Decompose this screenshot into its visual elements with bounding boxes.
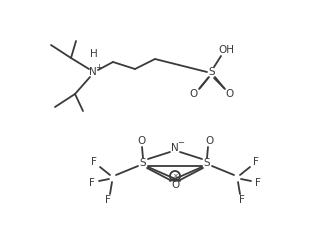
Text: O: O <box>205 136 213 146</box>
Text: S: S <box>209 67 215 77</box>
Text: O: O <box>226 89 234 99</box>
Text: F: F <box>89 178 95 188</box>
Text: S: S <box>204 158 210 168</box>
Text: O: O <box>137 136 145 146</box>
Text: O: O <box>171 180 179 190</box>
Text: −: − <box>178 139 185 148</box>
Text: S: S <box>140 158 146 168</box>
Text: N: N <box>171 143 179 153</box>
Text: F: F <box>239 195 245 205</box>
Text: +: + <box>95 63 102 72</box>
Text: O: O <box>190 89 198 99</box>
Text: OH: OH <box>218 45 234 55</box>
Text: F: F <box>255 178 261 188</box>
Text: F: F <box>91 157 97 167</box>
Text: N: N <box>89 67 97 77</box>
Text: F: F <box>105 195 111 205</box>
Text: H: H <box>90 49 98 59</box>
Text: ×: × <box>172 173 178 179</box>
Text: F: F <box>253 157 259 167</box>
